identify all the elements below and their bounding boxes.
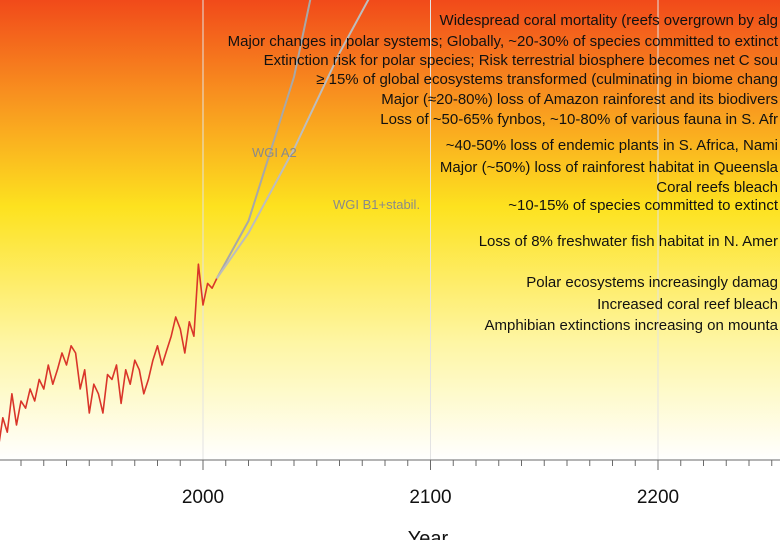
observed-temperature-line xyxy=(0,263,218,443)
impact-annotation-2: Major changes in polar systems; Globally… xyxy=(228,33,779,50)
impact-annotation-3: Extinction risk for polar species; Risk … xyxy=(264,52,778,69)
risk-gradient-background xyxy=(0,0,780,460)
scenario-line-2 xyxy=(215,0,370,280)
impact-annotation-10: ~10-15% of species committed to extinct xyxy=(508,197,779,214)
impact-annotation-4: ≥ 15% of global ecosystems transformed (… xyxy=(316,71,778,88)
scenario-label-2: WGI B1+stabil. xyxy=(333,197,420,212)
impact-annotation-7: ~40-50% loss of endemic plants in S. Afr… xyxy=(446,137,778,154)
impact-annotation-9: Coral reefs bleach xyxy=(656,179,778,196)
impact-annotation-1: Widespread coral mortality (reefs overgr… xyxy=(440,12,778,29)
x-tick-label-2100: 2100 xyxy=(409,487,451,508)
impact-annotation-13: Increased coral reef bleach xyxy=(597,296,778,313)
impact-annotation-14: Amphibian extinctions increasing on moun… xyxy=(484,317,778,334)
scenario-label-1: WGI A2 xyxy=(252,145,297,160)
impact-annotation-11: Loss of 8% freshwater fish habitat in N.… xyxy=(479,233,778,250)
impact-annotation-6: Loss of ~50-65% fynbos, ~10-80% of vario… xyxy=(380,111,778,128)
x-tick-label-2000: 2000 xyxy=(182,487,224,508)
scenario-line-1 xyxy=(215,0,312,280)
x-tick-label-2200: 2200 xyxy=(637,487,679,508)
impact-annotation-8: Major (~50%) loss of rainforest habitat … xyxy=(440,159,779,176)
impact-annotation-5: Major (≈20-80%) loss of Amazon rainfores… xyxy=(381,91,778,108)
x-axis-title: Year xyxy=(408,528,449,540)
impact-annotation-12: Polar ecosystems increasingly damag xyxy=(526,274,778,291)
